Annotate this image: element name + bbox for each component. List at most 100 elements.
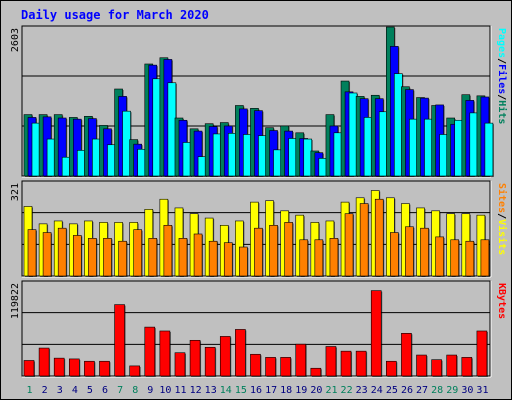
bar-kbytes-day-25: [386, 360, 397, 377]
bar-sites-day-28: [435, 236, 444, 277]
panel-2: 321 Sites/Visits: [10, 180, 508, 278]
bar-sites-day-30: [465, 240, 475, 277]
x-label-day-14: 14: [220, 385, 232, 396]
bar-kbytes-day-30: [461, 357, 473, 377]
bar-kbytes-day-14: [219, 336, 231, 377]
bar-kbytes-day-1: [23, 360, 35, 377]
x-axis-day-labels: 1 2 3 4 5 6 7 8 9 10 11 12 13 14 15 16 17 18 19 20 21 22 23 24 2…: [27, 385, 489, 396]
bar-kbytes-day-11: [174, 352, 186, 377]
x-label-day-15: 15: [235, 385, 247, 396]
bar-sites-day-25: [390, 232, 399, 277]
panel-3-legend: KBytes: [496, 283, 507, 319]
bar-sites-day-10: [163, 224, 173, 277]
x-label-day-6: 6: [102, 385, 108, 396]
x-label-day-23: 23: [356, 385, 368, 396]
legend-part: Pages: [496, 28, 507, 58]
bar-sites-day-6: [103, 238, 112, 277]
bar-kbytes-day-27: [416, 354, 427, 377]
x-label-day-30: 30: [461, 385, 473, 396]
x-label-day-8: 8: [132, 385, 138, 396]
bar-kbytes-day-29: [446, 354, 458, 377]
x-label-day-25: 25: [386, 385, 398, 396]
bar-sites-day-26: [405, 226, 414, 277]
bar-sites-day-4: [72, 235, 82, 277]
bar-sites-day-8: [133, 229, 142, 277]
x-label-day-21: 21: [325, 385, 337, 396]
bar-sites-day-31: [480, 239, 490, 277]
x-label-day-12: 12: [190, 385, 202, 396]
legend-part: /: [496, 94, 507, 100]
bar-kbytes-day-5: [84, 360, 95, 377]
bar-sites-day-19: [299, 239, 309, 277]
bar-kbytes-day-18: [280, 357, 291, 377]
x-label-day-3: 3: [57, 385, 63, 396]
legend-part: Visits: [496, 219, 508, 255]
x-label-day-13: 13: [205, 385, 217, 396]
chart-title: Daily usage for March 2020: [21, 8, 209, 22]
x-label-day-18: 18: [280, 385, 292, 396]
x-label-day-1: 1: [27, 385, 33, 396]
chart-panels: 2603 Pages/Files/Hits 321 Sites/Visits 11982…: [10, 25, 508, 378]
x-label-day-20: 20: [310, 385, 322, 396]
legend-part: Files: [496, 64, 508, 94]
bar-sites-day-11: [178, 238, 188, 277]
x-label-day-22: 22: [341, 385, 353, 396]
x-label-day-4: 4: [72, 385, 78, 396]
bar-sites-day-16: [254, 227, 263, 277]
bar-kbytes-day-24: [370, 290, 382, 377]
bar-kbytes-day-21: [325, 346, 337, 377]
panel-1-legend: Pages/Files/Hits: [496, 28, 508, 124]
bar-sites-day-22: [344, 213, 354, 277]
x-label-day-16: 16: [250, 385, 262, 396]
legend-part: /: [496, 58, 507, 64]
bar-kbytes-day-8: [129, 365, 140, 377]
x-label-day-11: 11: [174, 385, 186, 396]
bar-kbytes-day-26: [401, 333, 412, 377]
bar-sites-day-3: [57, 227, 67, 277]
legend-part: /: [496, 213, 507, 219]
bar-kbytes-day-3: [53, 357, 65, 377]
panel-2-legend: Sites/Visits: [496, 183, 508, 255]
x-label-day-28: 28: [431, 385, 443, 396]
bar-kbytes-day-28: [431, 359, 442, 377]
bar-sites-day-21: [329, 238, 339, 277]
bar-sites-day-20: [314, 239, 324, 277]
y-max-label: 321: [10, 183, 21, 201]
y-max-label: 119822: [10, 283, 21, 319]
bar-kbytes-day-31: [476, 330, 488, 377]
bar-kbytes-day-16: [250, 353, 261, 377]
x-label-day-27: 27: [416, 385, 428, 396]
bar-kbytes-day-10: [159, 330, 171, 377]
bar-kbytes-day-17: [265, 357, 276, 377]
bar-sites-day-13: [208, 240, 218, 277]
bar-sites-day-15: [239, 246, 248, 277]
panel-1: 2603 Pages/Files/Hits: [10, 25, 508, 178]
bar-sites-day-9: [148, 238, 158, 277]
bar-kbytes-day-12: [189, 339, 201, 377]
bar-pages-day-31: [484, 122, 494, 177]
bar-sites-day-7: [118, 240, 127, 277]
bar-kbytes-day-4: [68, 358, 80, 377]
bar-sites-day-24: [374, 198, 384, 277]
bar-sites-day-23: [359, 203, 369, 277]
bar-kbytes-day-22: [340, 350, 352, 377]
x-label-day-2: 2: [42, 385, 48, 396]
x-label-day-9: 9: [147, 385, 153, 396]
bar-kbytes-day-6: [99, 360, 110, 377]
x-label-day-26: 26: [401, 385, 413, 396]
x-label-day-24: 24: [371, 385, 383, 396]
bar-sites-day-2: [42, 232, 52, 277]
x-label-day-7: 7: [117, 385, 123, 396]
y-max-label: 2603: [10, 28, 21, 52]
bar-sites-day-17: [269, 224, 278, 277]
bar-sites-day-27: [420, 227, 429, 277]
bar-kbytes-day-23: [355, 350, 367, 377]
bar-kbytes-day-19: [295, 343, 307, 377]
bar-sites-day-14: [223, 242, 233, 277]
x-label-day-10: 10: [159, 385, 171, 396]
bar-sites-day-18: [284, 222, 293, 277]
panel-3: 119822 KBytes: [10, 280, 507, 378]
x-label-day-19: 19: [295, 385, 307, 396]
bar-sites-day-29: [450, 239, 460, 277]
